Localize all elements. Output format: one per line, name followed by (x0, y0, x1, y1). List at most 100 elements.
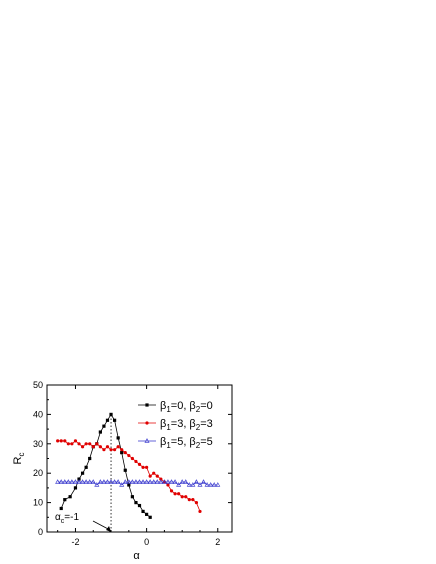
data-point (148, 515, 152, 519)
data-point (173, 492, 177, 496)
data-point (155, 474, 159, 478)
data-point (87, 479, 93, 484)
data-point (105, 445, 110, 449)
data-point (154, 479, 160, 484)
data-point (94, 482, 100, 487)
data-point (191, 498, 195, 502)
data-point (145, 512, 149, 516)
data-point (166, 483, 170, 487)
data-point (137, 462, 142, 466)
data-point (211, 482, 217, 487)
data-point (133, 479, 139, 484)
data-point (63, 439, 67, 443)
data-point (130, 456, 134, 461)
data-point (119, 482, 125, 487)
data-point (186, 482, 192, 487)
data-point (197, 482, 203, 487)
legend: β1=0, β2=0 β1=3, β2=3 β1=5, β2=5 (138, 400, 213, 450)
data-point (141, 465, 145, 469)
data-point (126, 479, 132, 484)
data-point (144, 438, 150, 443)
data-point (84, 465, 88, 469)
data-point (123, 451, 127, 455)
data-point (198, 509, 202, 514)
data-point (134, 501, 138, 505)
data-point (70, 442, 74, 446)
data-point (184, 495, 188, 499)
legend-item-2: β1=3, β2=3 (138, 418, 213, 432)
data-point (95, 442, 99, 446)
data-point (63, 498, 67, 502)
data-point (98, 430, 102, 434)
annotation-arrow-head (106, 526, 112, 532)
data-point (72, 479, 78, 484)
data-point (68, 495, 72, 499)
data-point (169, 489, 174, 493)
y-tick-label: 40 (33, 409, 43, 419)
data-point (122, 479, 128, 484)
series-group (55, 412, 221, 519)
data-point (179, 479, 185, 484)
data-point (56, 439, 60, 443)
data-point (145, 421, 149, 425)
y-tick-label: 10 (33, 498, 43, 508)
data-point (120, 448, 124, 452)
data-point (161, 479, 167, 484)
data-point (69, 479, 75, 484)
data-point (105, 418, 110, 422)
annotation-group: αc=-1 (55, 512, 112, 532)
data-point (137, 503, 142, 508)
data-point (101, 479, 107, 484)
series-line (57, 481, 218, 486)
data-point (97, 479, 103, 484)
data-point (65, 479, 71, 484)
data-point (84, 442, 88, 446)
y-tick-label: 0 (38, 527, 43, 537)
data-point (144, 479, 150, 484)
axis-labels: α Rc (12, 453, 140, 562)
data-point (169, 479, 175, 484)
data-point (80, 445, 85, 449)
data-point (112, 479, 118, 484)
axis-ticks (47, 384, 232, 533)
data-point (76, 479, 82, 484)
data-point (55, 479, 61, 484)
x-axis-label: α (133, 550, 140, 562)
data-point (98, 445, 102, 449)
data-point (177, 492, 181, 496)
data-point (172, 479, 178, 484)
data-point (116, 436, 120, 440)
annotation-label: αc=-1 (55, 512, 79, 525)
data-point (102, 448, 106, 452)
data-point (193, 479, 199, 484)
data-point (66, 442, 70, 446)
series-3 (55, 479, 221, 487)
data-point (130, 495, 134, 499)
data-point (90, 479, 96, 484)
data-point (127, 453, 131, 458)
data-point (73, 486, 78, 490)
data-point (151, 479, 157, 484)
data-point (152, 471, 156, 475)
data-point (148, 474, 152, 478)
data-point (108, 479, 114, 484)
data-point (109, 412, 113, 416)
data-point (194, 501, 199, 505)
x-tick-label: 2 (215, 537, 220, 547)
data-point (159, 477, 163, 481)
y-tick-label: 30 (33, 439, 43, 449)
data-point (77, 442, 81, 446)
legend-item-1: β1=0, β2=0 (138, 400, 213, 414)
legend-label: β1=3, β2=3 (160, 418, 213, 432)
data-point (127, 483, 131, 487)
data-point (62, 479, 68, 484)
data-point (83, 479, 89, 484)
data-point (58, 479, 64, 484)
data-point (180, 495, 184, 499)
data-point (183, 479, 189, 484)
series-line (57, 440, 201, 512)
data-point (147, 479, 153, 484)
legend-label: β1=5, β2=5 (160, 436, 213, 450)
data-point (158, 479, 164, 484)
